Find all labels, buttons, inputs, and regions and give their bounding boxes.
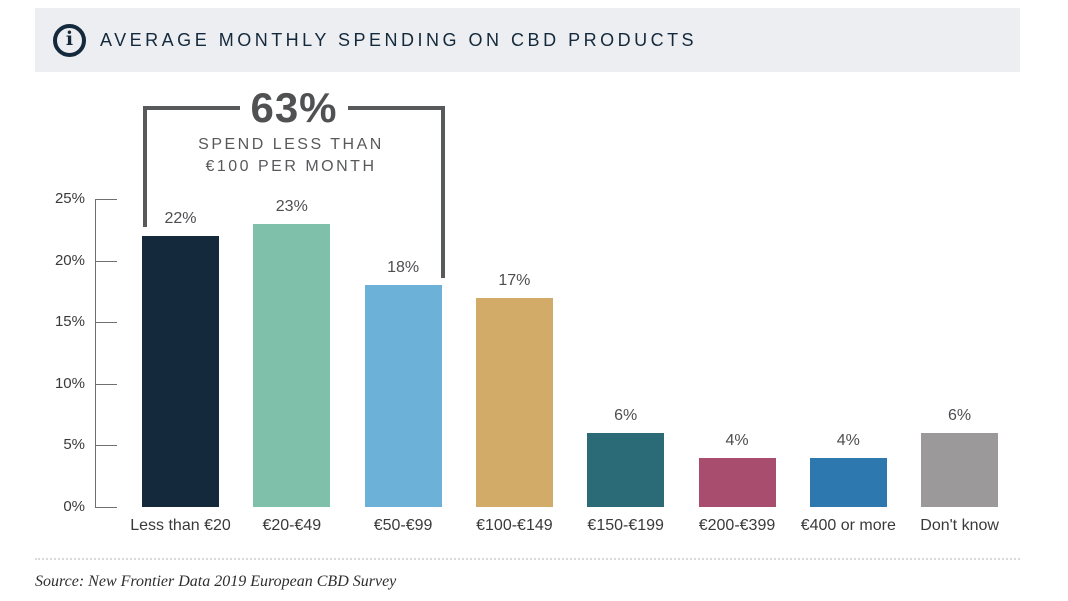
y-tick (95, 383, 117, 385)
bar-value-label: 4% (836, 431, 860, 449)
bar-value-label: 4% (725, 431, 749, 449)
page-title: AVERAGE MONTHLY SPENDING ON CBD PRODUCTS (100, 29, 698, 50)
bar (253, 223, 331, 507)
footer-divider (35, 558, 1020, 560)
bar (587, 433, 665, 507)
bar-category-label: €100-€149 (476, 517, 553, 534)
callout-63-percent: 63% (143, 84, 445, 131)
bracket-vertical-right (441, 106, 445, 278)
y-tick (95, 445, 117, 447)
callout-caption-line2: €100 PER MONTH (205, 157, 377, 175)
bar (475, 297, 553, 507)
source-note: Source: New Frontier Data 2019 European … (35, 573, 397, 590)
y-tick-label: 15% (54, 313, 85, 331)
y-tick-label: 25% (54, 190, 85, 207)
y-tick (95, 260, 117, 262)
bar-category-label: €150-€199 (587, 517, 664, 534)
y-tick-label: 5% (63, 436, 85, 454)
bar-category-label: €50-€99 (373, 517, 433, 534)
bar-category-label: Less than €20 (130, 517, 231, 534)
y-tick (95, 507, 117, 508)
bar (809, 457, 887, 507)
callout-value: 63% (250, 84, 338, 131)
bar-category-label: Don't know (920, 517, 999, 534)
y-axis-line (95, 199, 96, 507)
bar (921, 433, 999, 507)
bracket-line-right (347, 106, 445, 110)
bar (364, 285, 442, 507)
bar-value-label: 6% (614, 407, 638, 425)
bar-value-label: 6% (948, 407, 972, 425)
callout-caption: SPEND LESS THAN €100 PER MONTH (141, 134, 441, 177)
y-tick (95, 322, 117, 324)
y-tick (95, 199, 117, 200)
y-tick-label: 20% (54, 251, 85, 269)
y-tick-label: 10% (54, 374, 85, 392)
bar-category-label: €400 or more (800, 517, 896, 534)
bar-value-label: 17% (498, 271, 531, 289)
info-icon: i (53, 23, 86, 57)
bar-value-label: 22% (164, 209, 197, 227)
bar-value-label: 23% (275, 197, 308, 215)
header-band: i AVERAGE MONTHLY SPENDING ON CBD PRODUC… (35, 8, 1020, 72)
bracket-line-left (143, 106, 241, 110)
bar-category-label: €200-€399 (698, 517, 776, 534)
bar-value-label: 18% (387, 259, 420, 277)
bar-category-label: €20-€49 (262, 517, 322, 534)
callout-caption-line1: SPEND LESS THAN (198, 136, 384, 153)
bar (698, 457, 776, 507)
y-tick-label: 0% (63, 498, 85, 515)
bracket-vertical-left (143, 106, 147, 227)
bar (142, 235, 219, 507)
